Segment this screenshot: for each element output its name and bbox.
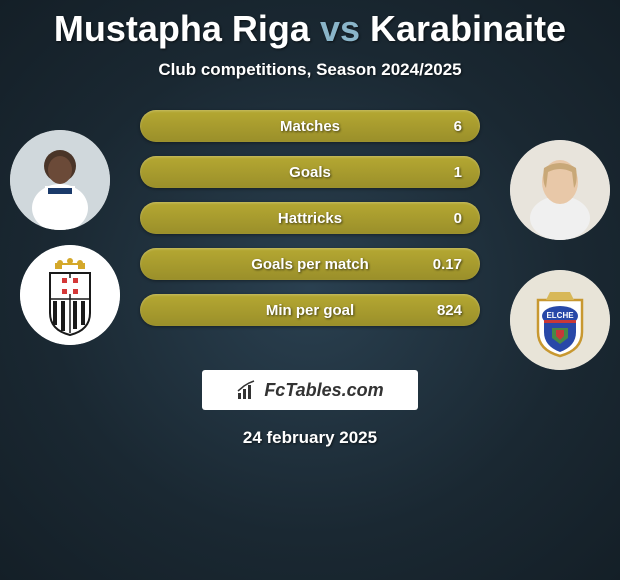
player-photo-icon: [510, 140, 610, 240]
stat-value: 0.17: [433, 256, 462, 273]
logo-text: FcTables.com: [264, 380, 383, 401]
svg-text:ELCHE: ELCHE: [546, 311, 574, 320]
stats-list: Matches 6 Goals 1 Hattricks 0 Goals per …: [140, 110, 480, 340]
stat-label: Hattricks: [278, 210, 342, 227]
page-title: Mustapha Riga vs Karabinaite: [0, 0, 620, 50]
source-logo: FcTables.com: [202, 370, 418, 410]
stat-value: 824: [437, 302, 462, 319]
stat-row-matches: Matches 6: [140, 110, 480, 142]
club-crest-icon: [20, 245, 120, 345]
player-photo-icon: [10, 130, 110, 230]
stat-label: Goals per match: [251, 256, 369, 273]
player2-club-crest: ELCHE: [510, 270, 610, 370]
stat-row-hattricks: Hattricks 0: [140, 202, 480, 234]
stat-row-gpm: Goals per match 0.17: [140, 248, 480, 280]
stat-row-goals: Goals 1: [140, 156, 480, 188]
club-crest-icon: ELCHE: [510, 270, 610, 370]
stat-label: Goals: [289, 164, 331, 181]
stat-value: 0: [454, 210, 462, 227]
stat-value: 1: [454, 164, 462, 181]
chart-icon: [236, 379, 258, 401]
content-area: ELCHE Matches 6 Goals 1 Hattricks 0 Goal…: [0, 110, 620, 360]
player1-club-crest: [20, 245, 120, 345]
player2-avatar: [510, 140, 610, 240]
stat-label: Min per goal: [266, 302, 354, 319]
date-text: 24 february 2025: [0, 428, 620, 448]
player1-avatar: [10, 130, 110, 230]
subtitle: Club competitions, Season 2024/2025: [0, 60, 620, 80]
stat-value: 6: [454, 118, 462, 135]
stat-label: Matches: [280, 118, 340, 135]
player1-name: Mustapha Riga: [54, 8, 310, 49]
player2-name: Karabinaite: [370, 8, 566, 49]
vs-text: vs: [320, 8, 360, 49]
stat-row-mpg: Min per goal 824: [140, 294, 480, 326]
